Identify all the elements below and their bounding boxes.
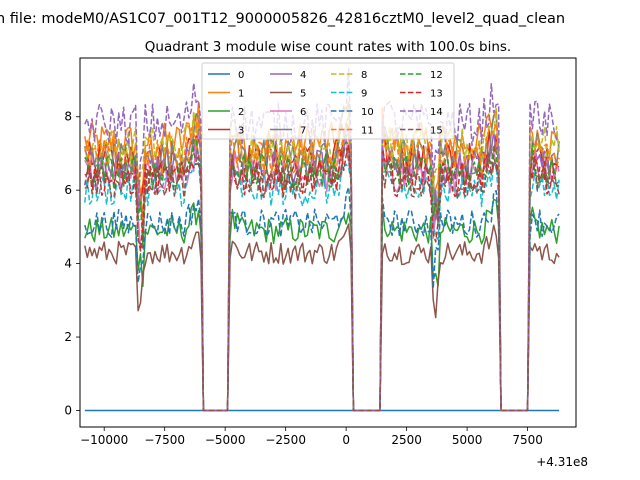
series-line-13: [84, 144, 560, 412]
legend-label-14: 14: [430, 107, 443, 118]
x-tick-label: −2500: [265, 433, 306, 447]
x-axis: −10000 −7500 −5000 −2500 0 2500 5000 7500: [80, 427, 543, 447]
legend-label-8: 8: [361, 70, 367, 81]
legend-label-3: 3: [238, 126, 244, 137]
y-axis: 0 2 4 6 8: [64, 110, 80, 417]
series-line-8: [84, 107, 560, 412]
y-tick-label: 8: [64, 110, 72, 124]
x-tick-label: 2500: [391, 433, 422, 447]
x-tick-label: 7500: [512, 433, 543, 447]
x-tick-label: −7500: [144, 433, 185, 447]
series-line-11: [84, 116, 560, 412]
legend-label-1: 1: [238, 89, 244, 100]
legend-label-11: 11: [361, 126, 374, 137]
x-offset-label: +4.31e8: [536, 455, 588, 469]
plot-area: −10000 −7500 −5000 −2500 0 2500 5000 7500 0 2 4 6 8…: [64, 57, 588, 469]
x-tick-label: −10000: [80, 433, 128, 447]
legend-frame: [201, 62, 455, 140]
y-tick-label: 2: [64, 330, 72, 344]
y-tick-label: 0: [64, 403, 72, 417]
legend-label-10: 10: [361, 107, 374, 118]
legend-label-9: 9: [361, 89, 367, 100]
legend-label-0: 0: [238, 70, 244, 81]
legend-label-2: 2: [238, 107, 244, 118]
series-line-10: [84, 186, 560, 412]
legend-label-7: 7: [300, 126, 306, 137]
legend-label-5: 5: [300, 89, 306, 100]
x-tick-label: 0: [342, 433, 350, 447]
suptitle: n file: modeM0/AS1C07_001T12_9000005826_…: [0, 11, 565, 27]
y-tick-label: 6: [64, 183, 72, 197]
legend-label-13: 13: [430, 89, 443, 100]
y-tick-label: 4: [64, 257, 72, 271]
legend-label-12: 12: [430, 70, 443, 81]
legend-label-15: 15: [430, 126, 443, 137]
x-tick-label: −5000: [205, 433, 246, 447]
legend-label-6: 6: [300, 107, 306, 118]
axes-frame: [79, 57, 577, 428]
x-tick-label: 5000: [452, 433, 483, 447]
series-line-5: [84, 223, 560, 412]
legend-label-4: 4: [300, 70, 306, 81]
chart-title: Quadrant 3 module wise count rates with …: [145, 39, 511, 55]
series-line-15: [84, 146, 560, 412]
